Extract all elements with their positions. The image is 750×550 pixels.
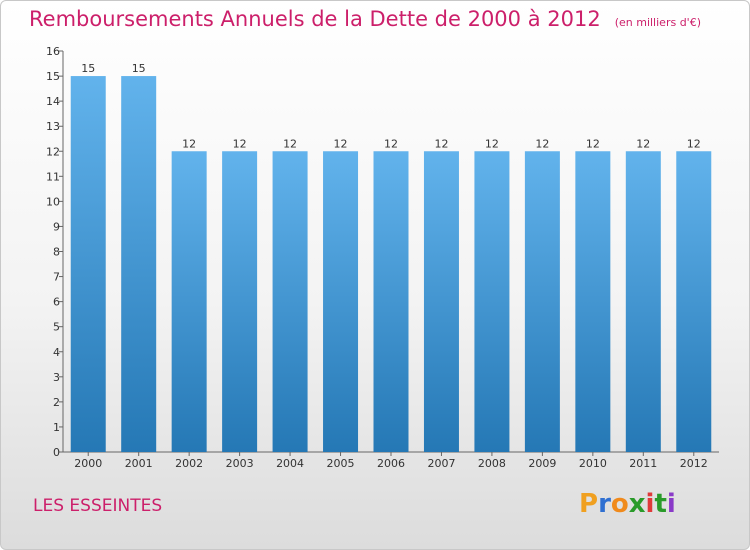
data-label: 12	[334, 137, 348, 150]
data-label: 12	[233, 137, 247, 150]
proxiti-logo: Proxiti	[579, 489, 676, 519]
y-tick-label: 16	[46, 45, 60, 58]
y-tick-label: 5	[53, 321, 60, 334]
logo-letter: P	[579, 489, 599, 519]
y-tick-label: 7	[53, 271, 60, 284]
y-tick-label: 9	[53, 220, 60, 233]
bar	[575, 151, 611, 452]
title-text: Remboursements Annuels de la Dette de 20…	[29, 7, 601, 31]
data-label: 12	[384, 137, 398, 150]
y-tick-label: 0	[53, 446, 60, 459]
y-tick-label: 6	[53, 296, 60, 309]
bar	[373, 151, 409, 452]
bar	[171, 151, 207, 452]
data-label: 12	[485, 137, 499, 150]
bar	[423, 151, 459, 452]
bar	[625, 151, 661, 452]
y-tick-label: 8	[53, 246, 60, 259]
y-tick-label: 10	[46, 195, 60, 208]
logo-letter: i	[666, 489, 676, 519]
bar	[676, 151, 712, 452]
x-tick-label: 2007	[427, 457, 455, 470]
bars	[70, 76, 712, 452]
logo-letter: i	[645, 489, 655, 519]
y-tick-label: 12	[46, 145, 60, 158]
x-tick-label: 2000	[74, 457, 102, 470]
x-tick-label: 2011	[629, 457, 657, 470]
x-tick-label: 2001	[125, 457, 153, 470]
bar	[323, 151, 359, 452]
labels: 2000 15 2001 15 2002 12 2003 12 2004 12 2005 12 2006…	[74, 62, 708, 470]
chart-title: Remboursements Annuels de la Dette de 20…	[29, 7, 701, 31]
data-label: 12	[434, 137, 448, 150]
data-label: 12	[687, 137, 701, 150]
data-label: 12	[586, 137, 600, 150]
y-tick-label: 2	[53, 396, 60, 409]
data-label: 12	[636, 137, 650, 150]
y-tick-label: 15	[46, 70, 60, 83]
logo-letter: t	[654, 489, 667, 519]
data-label: 12	[182, 137, 196, 150]
bar	[474, 151, 510, 452]
data-label: 15	[81, 62, 95, 75]
y-tick-label: 14	[46, 95, 60, 108]
place-name: LES ESSEINTES	[33, 496, 163, 516]
y-tick-label: 4	[53, 346, 60, 359]
x-tick-label: 2004	[276, 457, 304, 470]
y-tick-label: 3	[53, 371, 60, 384]
x-tick-label: 2008	[478, 457, 506, 470]
bar	[121, 76, 157, 452]
y-tick-label: 1	[53, 421, 60, 434]
x-tick-label: 2010	[579, 457, 607, 470]
unit-label: (en milliers d'€)	[614, 16, 701, 29]
logo-letter: x	[628, 489, 646, 519]
data-label: 12	[535, 137, 549, 150]
data-label: 12	[283, 137, 297, 150]
x-tick-label: 2009	[528, 457, 556, 470]
x-tick-label: 2012	[680, 457, 708, 470]
x-tick-label: 2005	[327, 457, 355, 470]
data-label: 15	[132, 62, 146, 75]
bar	[222, 151, 258, 452]
logo-letter: r	[598, 489, 611, 519]
logo-letter: o	[610, 489, 629, 519]
x-tick-label: 2002	[175, 457, 203, 470]
bar	[524, 151, 560, 452]
y-tick-label: 11	[46, 170, 60, 183]
y-tick-label: 13	[46, 120, 60, 133]
x-tick-label: 2003	[226, 457, 254, 470]
bar	[70, 76, 106, 452]
bar	[272, 151, 308, 452]
x-tick-label: 2006	[377, 457, 405, 470]
